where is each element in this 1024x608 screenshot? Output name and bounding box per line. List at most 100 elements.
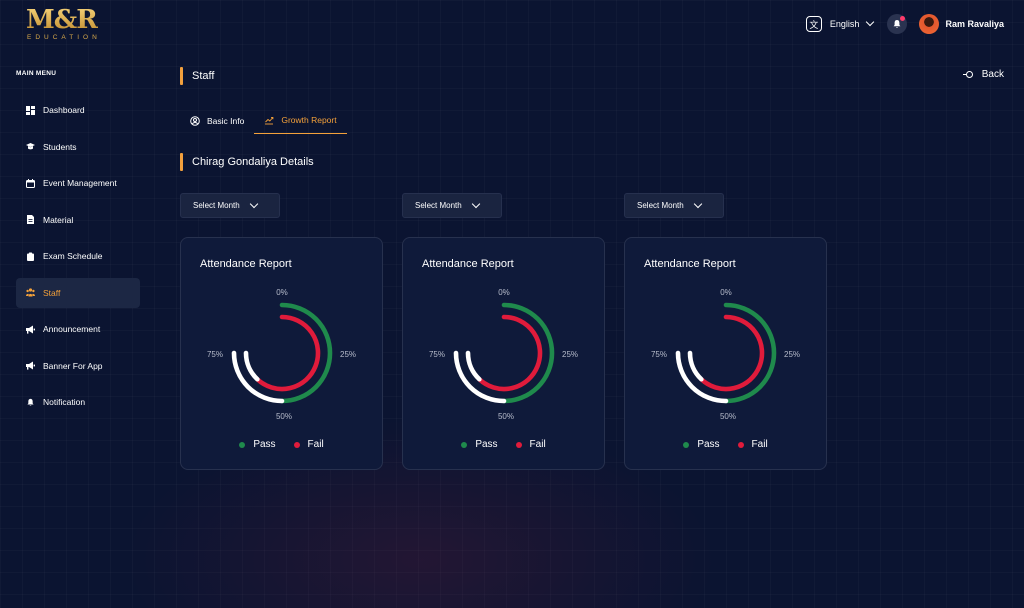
- pass-arc: [279, 302, 333, 404]
- sidebar-item-exam-schedule[interactable]: Exam Schedule: [16, 241, 140, 271]
- legend-label: Fail: [529, 439, 546, 450]
- legend-fail[interactable]: Fail: [737, 439, 768, 450]
- sidebar-item-banner-for-app[interactable]: Banner For App: [16, 351, 140, 381]
- donut-arcs: [231, 302, 333, 404]
- sidebar-item-label: Students: [43, 141, 77, 152]
- pct-label-left: 75%: [429, 350, 445, 359]
- pct-label-top: 0%: [720, 288, 732, 297]
- fail-dot: [737, 441, 744, 448]
- sidebar-item-label: Exam Schedule: [43, 251, 103, 261]
- pct-label-top: 0%: [276, 288, 288, 297]
- legend-label: Fail: [751, 439, 768, 450]
- pass-remaining-arc: [675, 350, 729, 404]
- pct-label-bottom: 50%: [720, 412, 736, 421]
- back-label: Back: [981, 69, 1004, 80]
- tab-label: Basic Info: [207, 115, 245, 126]
- select-label: Select Month: [415, 201, 462, 210]
- title-accent-bar: [180, 67, 183, 85]
- dashboard-icon: [26, 105, 35, 115]
- fail-remaining-arc: [243, 350, 260, 382]
- month-select[interactable]: Select Month: [402, 193, 502, 218]
- pass-dot: [461, 441, 468, 448]
- fail-dot: [515, 441, 522, 448]
- card-title: Attendance Report: [422, 258, 514, 270]
- donut-arcs: [675, 302, 777, 404]
- legend-label: Fail: [307, 439, 324, 450]
- sidebar-item-label: Dashboard: [43, 105, 85, 115]
- sidebar-item-label: Staff: [43, 287, 61, 298]
- chevron-down-icon: [249, 199, 258, 208]
- calendar-icon: [26, 178, 35, 188]
- notification-button[interactable]: [887, 14, 908, 34]
- chart-legend: Pass Fail: [625, 439, 826, 450]
- avatar[interactable]: [919, 14, 940, 34]
- tab-basic-info[interactable]: Basic Info: [180, 107, 254, 134]
- fail-dot: [293, 441, 300, 448]
- language-label: English: [829, 19, 860, 29]
- translate-icon: 文: [805, 16, 822, 32]
- brand-logo[interactable]: M&R EDUCATION: [26, 6, 106, 44]
- section-accent-bar: [180, 153, 183, 171]
- month-select[interactable]: Select Month: [624, 193, 724, 218]
- legend-pass[interactable]: Pass: [683, 439, 720, 450]
- fail-arc: [477, 314, 543, 392]
- legend-pass[interactable]: Pass: [461, 439, 498, 450]
- select-label: Select Month: [637, 201, 684, 210]
- chevron-down-icon: [693, 199, 702, 208]
- chart-legend: Pass Fail: [181, 439, 382, 450]
- user-circle-icon: [190, 115, 200, 126]
- chevron-down-icon: [471, 199, 480, 208]
- legend-fail[interactable]: Fail: [515, 439, 546, 450]
- section-title-text: Chirag Gondaliya Details: [192, 156, 314, 168]
- tab-label: Growth Report: [281, 115, 337, 125]
- clipboard-icon: [26, 252, 35, 261]
- sidebar-item-students[interactable]: Students: [16, 132, 140, 162]
- user-name[interactable]: Ram Ravaliya: [945, 19, 1004, 29]
- pct-label-right: 25%: [340, 350, 356, 359]
- sidebar-item-staff[interactable]: Staff: [16, 277, 140, 308]
- language-selector[interactable]: 文 English: [805, 16, 875, 32]
- pass-arc: [501, 302, 555, 404]
- sidebar-item-label: Banner For App: [43, 360, 103, 371]
- sidebar-item-dashboard[interactable]: Dashboard: [16, 95, 140, 125]
- legend-label: Pass: [253, 439, 276, 450]
- sidebar-item-event-management[interactable]: Event Management: [16, 168, 140, 198]
- pct-label-left: 75%: [651, 350, 667, 359]
- pct-label-top: 0%: [498, 288, 510, 297]
- sidebar-item-label: Announcement: [43, 324, 101, 334]
- page-title-text: Staff: [192, 70, 215, 82]
- bell-icon: [894, 20, 901, 28]
- people-icon: [26, 288, 35, 297]
- pct-label-left: 75%: [207, 350, 223, 359]
- legend-label: Pass: [697, 439, 720, 450]
- fail-remaining-arc: [465, 350, 482, 382]
- graduation-cap-icon: [26, 142, 35, 151]
- main-menu-title: MAIN MENU: [16, 70, 57, 77]
- attendance-donut-chart: 0% 25% 50% 75%: [651, 288, 800, 421]
- fail-remaining-arc: [687, 350, 704, 382]
- growth-chart-icon: [265, 116, 274, 125]
- legend-pass[interactable]: Pass: [239, 439, 276, 450]
- pass-arc: [723, 302, 777, 404]
- sidebar-item-label: Event Management: [43, 178, 117, 188]
- tab-growth-report[interactable]: Growth Report: [254, 107, 347, 134]
- pct-label-right: 25%: [562, 350, 578, 359]
- donut-arcs: [453, 302, 555, 404]
- section-title: Chirag Gondaliya Details: [180, 153, 314, 171]
- pct-label-right: 25%: [784, 350, 800, 359]
- fail-arc: [255, 314, 321, 392]
- pass-remaining-arc: [231, 350, 285, 404]
- sidebar-item-announcement[interactable]: Announcement: [16, 314, 140, 344]
- card-title: Attendance Report: [644, 258, 736, 270]
- pass-dot: [683, 441, 690, 448]
- megaphone-icon: [26, 325, 35, 334]
- legend-fail[interactable]: Fail: [293, 439, 324, 450]
- card-title: Attendance Report: [200, 258, 292, 270]
- sidebar-item-material[interactable]: Material: [16, 205, 140, 235]
- attendance-report-card: Attendance Report 0% 25% 50% 75% Pass Fa…: [624, 237, 827, 470]
- logo-text: M&R: [26, 6, 106, 34]
- month-select[interactable]: Select Month: [180, 193, 280, 218]
- back-button[interactable]: Back: [962, 69, 1004, 80]
- attendance-report-card: Attendance Report 0% 25% 50% 75% Pass Fa…: [402, 237, 605, 470]
- sidebar-item-notification[interactable]: Notification: [16, 387, 140, 417]
